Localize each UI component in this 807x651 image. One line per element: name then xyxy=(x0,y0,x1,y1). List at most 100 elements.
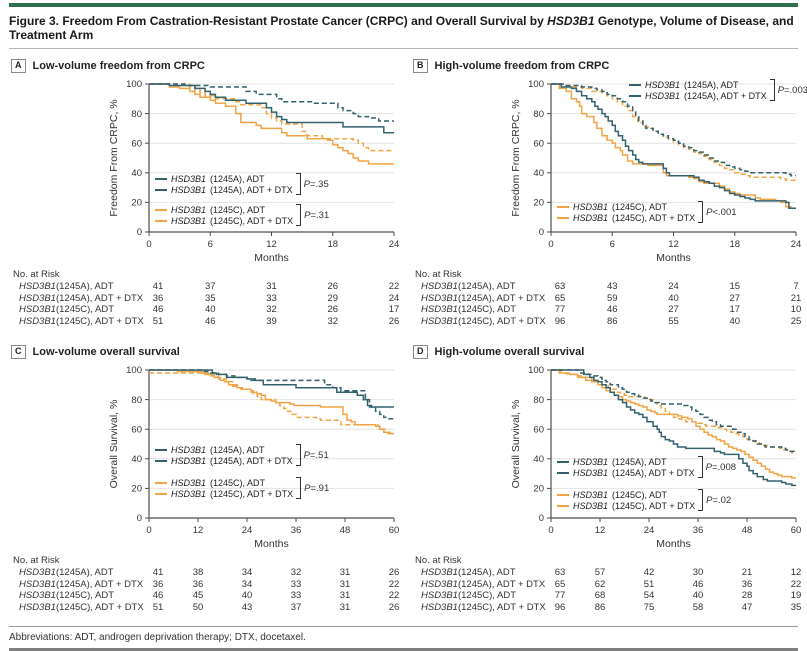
y-ticks: 0 20 40 60 80 100 xyxy=(528,79,551,238)
legend-entry: HSD3B1 (1245A), ADT + DTX xyxy=(629,90,767,101)
risk-count: 34 xyxy=(241,578,253,590)
risk-count: 36 xyxy=(192,578,204,590)
risk-count: 31 xyxy=(339,567,351,578)
y-tick-label: 20 xyxy=(131,198,142,209)
panels-grid: A Low-volume freedom from CRPC 0 20 40 60 80… xyxy=(9,59,807,617)
km-curve-c-group3 xyxy=(149,372,394,433)
y-tick-label: 0 xyxy=(137,513,142,524)
risk-count: 32 xyxy=(327,315,339,327)
risk-row-label: HSD3B1(1245C), ADT xyxy=(421,304,517,315)
panel-d-plot: 0 20 40 60 80 100 0 12 24 36 48 60 Overall Survival,… xyxy=(411,362,805,554)
solid-line-sample-icon xyxy=(629,83,641,86)
risk-count: 12 xyxy=(790,567,802,578)
risk-count: 33 xyxy=(266,292,277,304)
risk-count: 77 xyxy=(554,590,566,601)
solid-line-sample-icon xyxy=(155,448,167,451)
risk-row-label: HSD3B1(1245A), ADT + DTX xyxy=(421,292,546,304)
risk-row-label: HSD3B1(1245C), ADT xyxy=(19,304,115,315)
p-value-label: P=.31 xyxy=(304,209,330,221)
panel-c-title: Low-volume overall survival xyxy=(32,346,180,358)
risk-count: 51 xyxy=(152,601,164,613)
y-ticks: 0 20 40 60 80 100 xyxy=(126,365,149,524)
risk-count: 27 xyxy=(668,304,679,315)
risk-count: 55 xyxy=(668,315,679,327)
risk-count: 35 xyxy=(790,601,802,613)
risk-count: 7 xyxy=(793,281,799,292)
p-value-bracket xyxy=(295,173,301,195)
x-tick-label: 12 xyxy=(193,525,204,536)
legend-entry: HSD3B1 (1245A), ADT xyxy=(557,456,695,467)
panel-a-risk-table: No. at Risk HSD3B1(1245A), ADT 41 37 31 26 22 H… xyxy=(9,269,403,331)
risk-count: 17 xyxy=(729,304,741,315)
risk-row-label: HSD3B1(1245A), ADT xyxy=(19,281,114,292)
legend-b-2: HSD3B1 (1245C), ADT HSD3B1 (1245C), ADT + D… xyxy=(557,201,737,223)
panel-b: B High-volume freedom from CRPC 0 20 40 60 8… xyxy=(411,59,807,331)
risk-count: 63 xyxy=(554,567,566,578)
risk-count: 37 xyxy=(204,281,216,292)
dashed-line-sample-icon xyxy=(557,216,569,219)
risk-count: 22 xyxy=(388,578,400,590)
risk-count: 86 xyxy=(594,601,606,613)
figure-title-suffix: Genotype, Volume of Disease, and Treatme… xyxy=(9,14,794,42)
km-curve-c-group1 xyxy=(149,369,394,420)
risk-count: 30 xyxy=(692,567,704,578)
p-value-label: P=.008 xyxy=(705,461,737,473)
legend-entry: HSD3B1 (1245A), ADT xyxy=(155,444,293,455)
risk-count: 32 xyxy=(290,567,302,578)
km-curve-d-group1 xyxy=(551,369,796,454)
risk-row-label: HSD3B1(1245A), ADT xyxy=(19,567,114,578)
p-value-bracket xyxy=(769,79,775,101)
y-tick-label: 0 xyxy=(539,513,544,524)
legend-entry: HSD3B1 (1245C), ADT xyxy=(155,477,293,488)
y-gridlines xyxy=(149,83,394,203)
y-tick-label: 80 xyxy=(131,109,142,120)
risk-count: 46 xyxy=(606,304,618,315)
x-tick-label: 0 xyxy=(548,525,553,536)
x-ticks: 0 6 12 18 24 xyxy=(548,232,801,250)
panel-d-header: D High-volume overall survival xyxy=(413,345,805,359)
risk-count: 29 xyxy=(327,292,339,304)
y-tick-label: 60 xyxy=(533,138,544,149)
risk-count: 19 xyxy=(790,590,802,601)
y-tick-label: 40 xyxy=(131,454,142,465)
y-gridlines xyxy=(149,369,394,489)
y-tick-label: 0 xyxy=(539,227,544,238)
risk-count: 42 xyxy=(643,567,655,578)
x-tick-label: 0 xyxy=(146,525,151,536)
y-tick-label: 100 xyxy=(126,79,142,90)
dashed-line-sample-icon xyxy=(155,492,167,495)
y-ticks: 0 20 40 60 80 100 xyxy=(126,79,149,238)
y-tick-label: 100 xyxy=(528,79,544,90)
risk-row-label: HSD3B1(1245A), ADT + DTX xyxy=(19,578,144,590)
y-tick-label: 80 xyxy=(131,395,142,406)
footer-top-rule xyxy=(9,626,798,627)
x-tick-label: 12 xyxy=(266,239,277,250)
risk-table-header: No. at Risk xyxy=(415,269,462,280)
risk-count: 86 xyxy=(606,315,618,327)
solid-line-sample-icon xyxy=(557,460,569,463)
y-tick-label: 100 xyxy=(126,365,142,376)
legend-d-1: HSD3B1 (1245A), ADT HSD3B1 (1245A), ADT + D… xyxy=(557,456,736,478)
x-tick-label: 24 xyxy=(389,239,400,250)
risk-count: 96 xyxy=(554,315,566,327)
risk-row-label: HSD3B1(1245A), ADT + DTX xyxy=(421,578,546,590)
risk-count: 26 xyxy=(388,315,400,327)
figure-title-prefix: Figure 3. Freedom From Castration-Resist… xyxy=(9,14,548,28)
panel-d-title: High-volume overall survival xyxy=(434,346,585,358)
risk-count: 77 xyxy=(554,304,566,315)
risk-count: 10 xyxy=(790,304,802,315)
legend-d-2: HSD3B1 (1245C), ADT HSD3B1 (1245C), ADT + D… xyxy=(557,489,731,511)
risk-count: 36 xyxy=(152,292,164,304)
y-tick-label: 20 xyxy=(131,484,142,495)
km-curve-a-group2 xyxy=(149,83,394,165)
y-axis-label: Freedom From CRPC, % xyxy=(108,99,120,216)
legend-entry: HSD3B1 (1245C), ADT xyxy=(557,201,695,212)
p-value-bracket xyxy=(295,444,301,466)
x-tick-label: 12 xyxy=(668,239,679,250)
risk-count: 33 xyxy=(290,578,302,590)
panel-b-plot: 0 20 40 60 80 100 0 6 12 18 24 Freedom From CRPC, %… xyxy=(411,76,807,268)
risk-row-label: HSD3B1(1245C), ADT xyxy=(421,590,517,601)
panel-c-plot: 0 20 40 60 80 100 0 12 24 36 48 60 Overall Survival,… xyxy=(9,362,403,554)
risk-count: 50 xyxy=(192,601,204,613)
km-chart-a: 0 20 40 60 80 100 0 6 12 18 24 Freedom From CRPC, %… xyxy=(108,79,400,264)
